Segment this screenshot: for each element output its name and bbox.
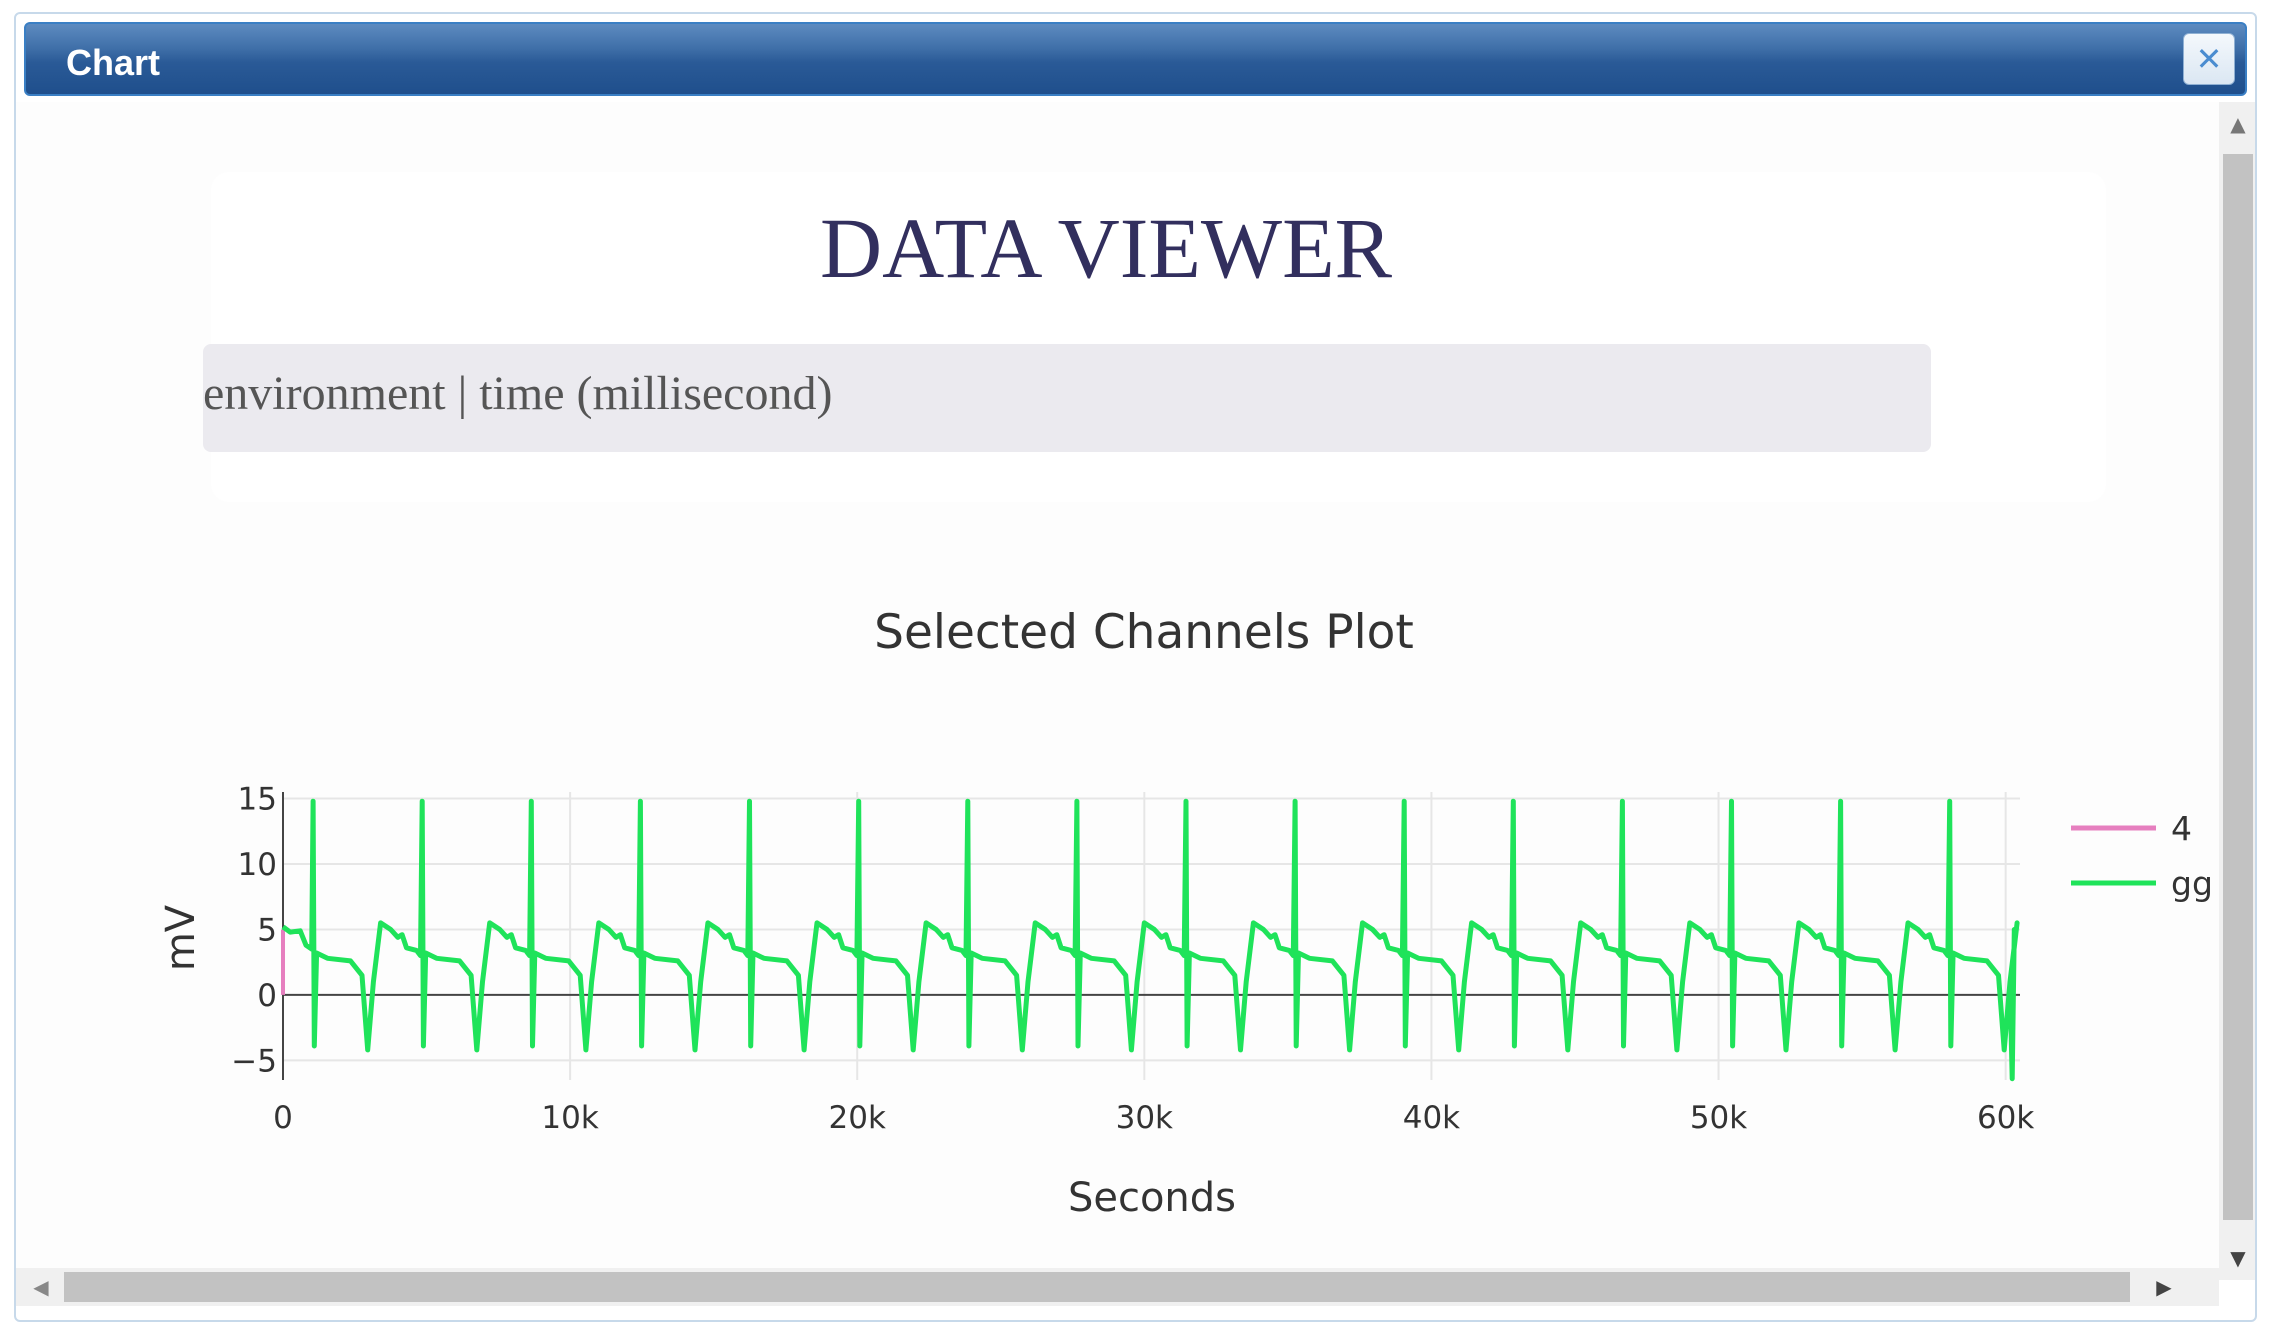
vertical-scrollbar[interactable]: ▲ ▼ [2219, 102, 2255, 1280]
viewer-title: DATA VIEWER [820, 200, 1392, 296]
scroll-up-icon[interactable]: ▲ [2230, 112, 2246, 136]
horizontal-scrollbar[interactable]: ◀ ▶ [16, 1268, 2219, 1306]
x-tick-label: 60k [1977, 1100, 2034, 1136]
dialog-title: Chart [66, 42, 161, 83]
x-tick-label: 40k [1403, 1100, 1460, 1136]
y-tick-label: 15 [238, 782, 277, 818]
dialog-titlebar[interactable]: Chart ✕ [24, 22, 2247, 96]
environment-text: environment | time (millisecond) [203, 367, 833, 420]
legend[interactable]: 4 gg [2071, 809, 2213, 903]
grid [283, 792, 2020, 1080]
horizontal-scroll-thumb[interactable] [64, 1272, 2130, 1302]
x-axis-title: Seconds [1068, 1175, 1236, 1221]
scroll-left-icon[interactable]: ◀ [33, 1275, 49, 1299]
x-tick-label: 30k [1116, 1100, 1173, 1136]
x-tick-label: 10k [541, 1100, 598, 1136]
close-icon: ✕ [2195, 40, 2223, 78]
chart-title: Selected Channels Plot [874, 605, 1414, 660]
series-gg-line [281, 798, 2020, 1082]
legend-label[interactable]: gg [2171, 864, 2213, 903]
close-button[interactable]: ✕ [2183, 33, 2235, 85]
scroll-down-icon[interactable]: ▼ [2230, 1246, 2246, 1270]
dialog-content: DATA VIEWER environment | time (millisec… [16, 102, 2219, 1280]
channels-plot: Selected Channels Plot 0 10k 20k 30k 40k 50k 6… [158, 605, 2213, 1221]
y-tick-label: −5 [231, 1043, 277, 1079]
x-tick-label: 50k [1690, 1100, 1747, 1136]
y-tick-label: 5 [257, 912, 277, 948]
legend-label[interactable]: 4 [2171, 809, 2192, 848]
y-tick-label: 10 [238, 847, 277, 883]
vertical-scroll-thumb[interactable] [2223, 154, 2253, 1220]
axes: 0 10k 20k 30k 40k 50k 60k −5 0 5 10 15 [231, 782, 2034, 1136]
scroll-right-icon[interactable]: ▶ [2156, 1275, 2172, 1299]
x-tick-label: 0 [273, 1100, 293, 1136]
series-layer [281, 798, 2020, 1082]
x-tick-label: 20k [829, 1100, 886, 1136]
y-axis-title: mV [158, 904, 204, 971]
chart-dialog: Chart ✕ DATA VIEWER environment | time (… [14, 12, 2257, 1322]
y-tick-label: 0 [257, 978, 277, 1014]
environment-bar: environment | time (millisecond) [203, 344, 1931, 452]
